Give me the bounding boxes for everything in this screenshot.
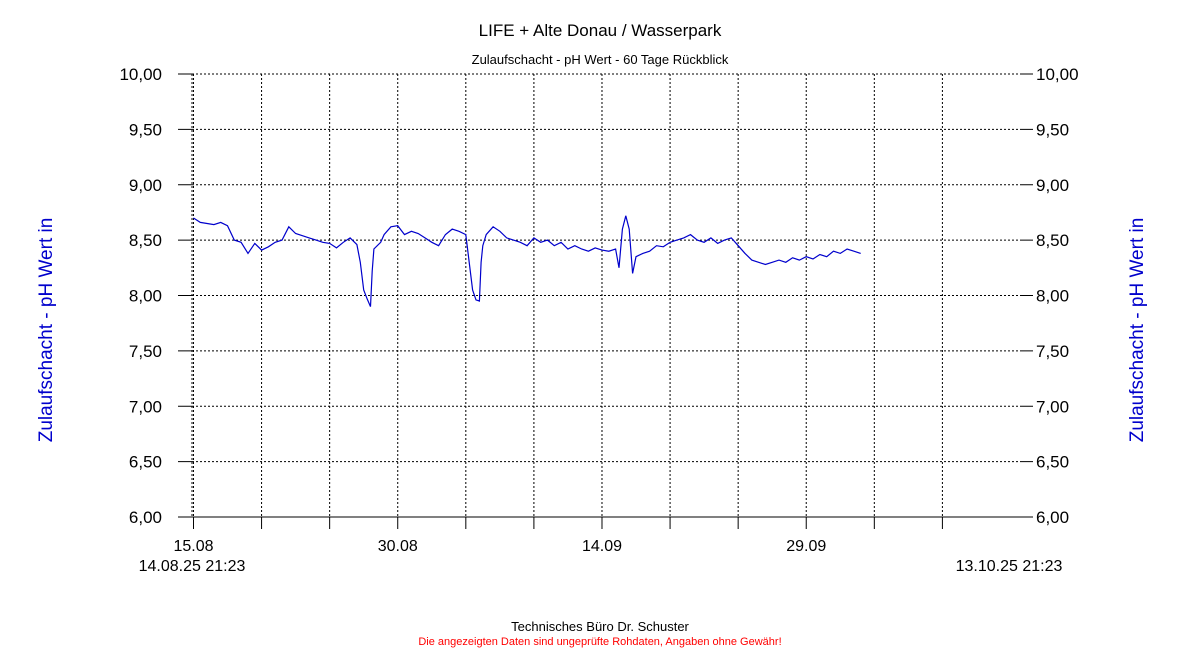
y-tick-label-left: 10,00 [119, 65, 162, 84]
grid-lines [192, 73, 1021, 517]
x-tick-label: 30.08 [378, 538, 418, 555]
y-tick-label-right: 8,50 [1036, 231, 1069, 250]
y-tick-label-left: 7,00 [129, 397, 162, 416]
range-end-label: 13.10.25 21:23 [956, 558, 1063, 575]
y-tick-label-right: 6,00 [1036, 508, 1069, 527]
y-tick-labels-left: 10,00 9,50 9,00 8,50 8,00 7,50 7,00 6,50 6,00 [119, 65, 162, 527]
y-tick-label-left: 6,50 [129, 453, 162, 472]
y-tick-label-right: 6,50 [1036, 453, 1069, 472]
y-axis-label-left: Zulaufschacht - pH Wert in [36, 218, 57, 443]
axes [178, 73, 1033, 529]
y-tick-label-right: 7,00 [1036, 397, 1069, 416]
y-tick-label-left: 8,00 [129, 287, 162, 306]
x-tick-label: 29.09 [786, 538, 826, 555]
y-tick-label-left: 6,00 [129, 508, 162, 527]
y-tick-label-left: 7,50 [129, 342, 162, 361]
x-tick-label: 14.09 [582, 538, 622, 555]
y-axis-label-right: Zulaufschacht - pH Wert in [1127, 218, 1148, 443]
x-tick-label: 15.08 [173, 538, 213, 555]
y-tick-label-right: 9,50 [1036, 120, 1069, 139]
chart-subtitle: Zulaufschacht - pH Wert - 60 Tage Rückbl… [472, 52, 729, 67]
y-tick-label-right: 8,00 [1036, 287, 1069, 306]
y-tick-labels-right: 10,00 9,50 9,00 8,50 8,00 7,50 7,00 6,50 6,00 [1036, 65, 1079, 527]
y-tick-label-right: 9,00 [1036, 176, 1069, 195]
x-tick-labels: 15.08 30.08 14.09 29.09 [173, 538, 826, 555]
y-tick-label-left: 9,50 [129, 120, 162, 139]
ph-series-line [193, 215, 861, 307]
y-tick-label-right: 7,50 [1036, 342, 1069, 361]
footer-credit: Technisches Büro Dr. Schuster [511, 619, 689, 634]
y-tick-label-left: 9,00 [129, 176, 162, 195]
range-start-label: 14.08.25 21:23 [139, 558, 246, 575]
y-tick-label-left: 8,50 [129, 231, 162, 250]
series-group [193, 215, 861, 307]
y-tick-label-right: 10,00 [1036, 65, 1079, 84]
footer-disclaimer: Die angezeigten Daten sind ungeprüfte Ro… [418, 636, 781, 648]
chart-title: LIFE + Alte Donau / Wasserpark [479, 21, 722, 40]
